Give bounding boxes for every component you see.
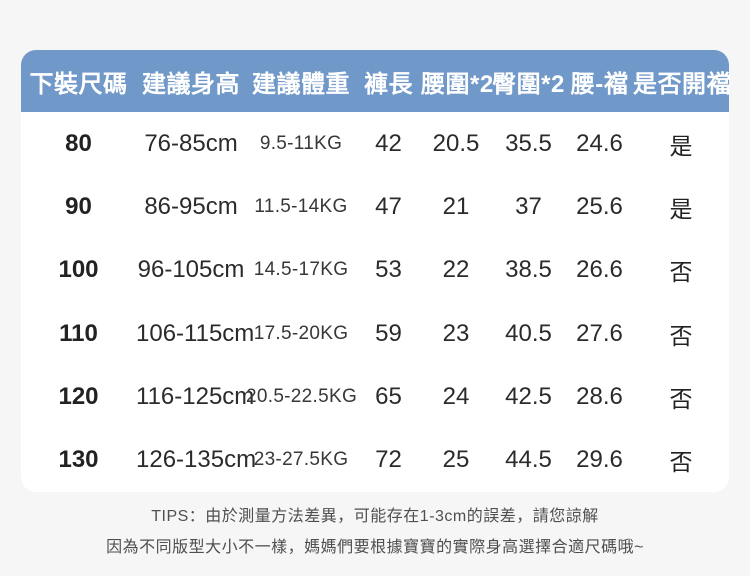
cell-open-crotch: 否 (669, 385, 693, 412)
cell-waist: 20.5 (432, 129, 480, 157)
cell-height: 76-85cm (144, 129, 238, 157)
cell-size: 80 (65, 129, 92, 157)
cell-open-crotch: 是 (669, 132, 693, 159)
cell-pant-length: 42 (375, 129, 402, 157)
cell-hip: 37 (515, 192, 542, 220)
cell-waist: 22 (442, 256, 470, 284)
cell-open-crotch: 否 (669, 322, 693, 349)
cell-waist: 24 (442, 382, 470, 410)
table-row: 100 96-105cm 14.5-17KG 53 22 38.5 26.6 否 (21, 239, 729, 302)
tips-note: TIPS：由於測量方法差異，可能存在1-3cm的誤差，請您諒解 因為不同版型大小… (0, 501, 750, 563)
size-chart-card: 下裝尺碼 建議身高 建議體重 褲長 腰圍*2 臀圍*2 腰-襠 是否開襠 80 … (21, 50, 731, 492)
cell-height: 86-95cm (144, 192, 238, 220)
cell-weight: 11.5-14KG (254, 195, 348, 217)
cell-pant-length: 53 (375, 256, 402, 284)
cell-pant-length: 72 (375, 446, 402, 474)
cell-size: 110 (59, 319, 98, 347)
cell-size: 130 (58, 446, 99, 474)
column-header-height: 建議身高 (142, 70, 240, 98)
column-header-open-crotch: 是否開襠 (633, 70, 731, 98)
cell-rise: 27.6 (576, 319, 623, 347)
cell-pant-length: 65 (375, 382, 402, 410)
table-row: 80 76-85cm 9.5-11KG 42 20.5 35.5 24.6 是 (21, 112, 729, 175)
cell-pant-length: 59 (375, 319, 402, 347)
cell-weight: 14.5-17KG (253, 259, 349, 281)
cell-rise: 28.6 (576, 382, 623, 410)
cell-weight: 17.5-20KG (253, 322, 349, 344)
table-row: 90 86-95cm 11.5-14KG 47 21 37 25.6 是 (21, 175, 729, 238)
cell-hip: 42.5 (505, 382, 552, 410)
column-header-waist: 腰圍*2 (421, 70, 494, 98)
column-header-hip: 臀圍*2 (492, 70, 565, 98)
cell-open-crotch: 否 (669, 449, 693, 476)
cell-open-crotch: 是 (669, 195, 693, 222)
cell-open-crotch: 否 (669, 259, 693, 286)
cell-height: 116-125cm (136, 382, 255, 410)
size-chart-header-row: 下裝尺碼 建議身高 建議體重 褲長 腰圍*2 臀圍*2 腰-襠 是否開襠 (21, 50, 731, 112)
cell-rise: 26.6 (576, 256, 623, 284)
table-row: 120 116-125cm 20.5-22.5KG 65 24 42.5 28.… (21, 365, 729, 428)
cell-rise: 24.6 (576, 129, 623, 157)
table-row: 110 106-115cm 17.5-20KG 59 23 40.5 27.6 … (21, 302, 729, 365)
cell-size: 120 (58, 382, 99, 410)
table-row: 130 126-135cm 23-27.5KG 72 25 44.5 29.6 … (21, 428, 729, 491)
cell-weight: 9.5-11KG (259, 132, 343, 154)
tips-line-1: TIPS：由於測量方法差異，可能存在1-3cm的誤差，請您諒解 (151, 508, 599, 525)
cell-hip: 44.5 (505, 446, 552, 474)
cell-waist: 23 (442, 319, 470, 347)
cell-rise: 29.6 (576, 446, 623, 474)
cell-rise: 25.6 (576, 192, 623, 220)
cell-height: 106-115cm (136, 319, 255, 347)
cell-size: 100 (58, 256, 99, 284)
size-chart-body: 80 76-85cm 9.5-11KG 42 20.5 35.5 24.6 是 … (21, 112, 729, 492)
cell-hip: 40.5 (505, 319, 552, 347)
cell-height: 126-135cm (136, 446, 257, 474)
column-header-rise: 腰-襠 (570, 70, 629, 98)
cell-weight: 20.5-22.5KG (246, 385, 358, 407)
column-header-size: 下裝尺碼 (29, 70, 128, 98)
cell-weight: 23-27.5KG (253, 449, 349, 471)
cell-size: 90 (65, 192, 92, 220)
column-header-weight: 建議體重 (252, 70, 350, 98)
cell-hip: 38.5 (505, 256, 552, 284)
column-header-pant-length: 褲長 (364, 70, 413, 98)
tips-line-2: 因為不同版型大小不一樣，媽媽們要根據寶寶的實際身高選擇合適尺碼哦~ (106, 539, 644, 556)
cell-hip: 35.5 (505, 129, 552, 157)
cell-waist: 21 (442, 192, 470, 220)
cell-height: 96-105cm (137, 256, 245, 284)
cell-pant-length: 47 (375, 192, 402, 220)
cell-waist: 25 (442, 446, 470, 474)
